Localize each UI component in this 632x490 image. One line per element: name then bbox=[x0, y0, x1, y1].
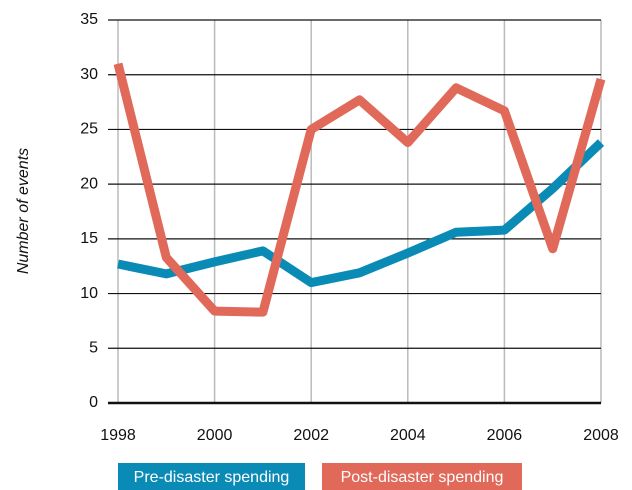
y-tick-label: 35 bbox=[80, 11, 98, 28]
x-tick-label: 2000 bbox=[197, 427, 233, 444]
legend-swatch bbox=[322, 463, 522, 490]
x-tick-label: 2004 bbox=[390, 427, 426, 444]
legend-label: Pre-disaster spending bbox=[134, 469, 290, 486]
y-tick-label: 30 bbox=[80, 66, 98, 83]
y-tick-label: 10 bbox=[80, 285, 98, 302]
legend-item: Post-disaster spending bbox=[322, 463, 522, 490]
series-line bbox=[113, 62, 606, 317]
x-tick-label: 2006 bbox=[487, 427, 523, 444]
series-line bbox=[117, 139, 605, 288]
y-tick-label: 25 bbox=[80, 121, 98, 138]
y-tick-label: 0 bbox=[89, 394, 98, 411]
legend-label: Post-disaster spending bbox=[341, 469, 504, 486]
y-tick-label: 15 bbox=[80, 230, 98, 247]
y-axis-label: Number of events bbox=[15, 148, 32, 274]
legend-swatch bbox=[118, 463, 305, 490]
legend-item: Pre-disaster spending bbox=[118, 463, 305, 490]
y-tick-label: 20 bbox=[80, 175, 98, 192]
x-tick-label: 2002 bbox=[293, 427, 329, 444]
x-tick-label: 1998 bbox=[100, 427, 136, 444]
y-tick-label: 5 bbox=[89, 340, 98, 357]
x-tick-label: 2008 bbox=[583, 427, 619, 444]
